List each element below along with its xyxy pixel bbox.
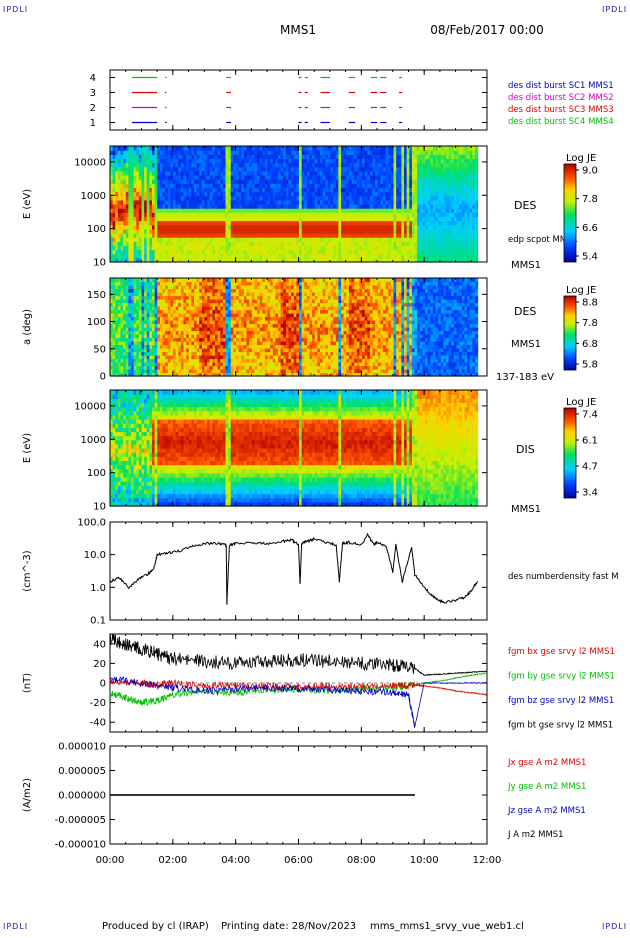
des-energy-colorbar-label: 7.8 [582, 194, 598, 205]
des-energy-cell [475, 200, 478, 205]
des-energy-cell [475, 245, 478, 250]
spacecraft-title: MMS1 [280, 23, 316, 37]
des-energy-colorbar [564, 164, 576, 262]
corner-logo-bottom-right: IPDLI [602, 922, 627, 931]
burst-legend-4: des dist burst SC4 MMS4 [508, 117, 614, 127]
des-energy-cell [475, 241, 478, 246]
des-energy-cell [475, 171, 478, 176]
des-energy-ytick-label: 1000 [81, 191, 106, 202]
des-energy-ylabel: E (eV) [22, 189, 33, 219]
date-title: 08/Feb/2017 00:00 [430, 23, 544, 37]
des-energy-cell [475, 154, 478, 159]
des-energy-cell [475, 150, 478, 155]
burst-legend-3: des dist burst SC3 MMS3 [508, 105, 614, 115]
des-energy-colorbar-title: Log JE [566, 153, 596, 164]
des-energy-instrument-label: DES [514, 199, 536, 212]
des-energy-cell [475, 163, 478, 168]
des-energy-cell [475, 196, 478, 201]
des-energy-cell [475, 175, 478, 180]
des-energy-cell [475, 237, 478, 242]
des-energy-spacecraft-label: MMS1 [511, 260, 541, 271]
des-energy-cell [475, 254, 478, 259]
des-energy-cell [475, 204, 478, 209]
corner-logo-top-right: IPDLI [602, 5, 627, 14]
des-energy-colorbar-label: 5.4 [582, 252, 598, 263]
burst-ytick-label: 4 [90, 73, 96, 84]
burst-ytick-label: 3 [90, 88, 96, 99]
burst-legend-1: des dist burst SC1 MMS1 [508, 81, 614, 91]
des-energy-cell [475, 250, 478, 255]
des-energy-cell [475, 216, 478, 221]
des-energy-cell [475, 146, 478, 151]
des-energy-ytick-label: 10 [93, 258, 106, 269]
des-energy-ytick-label: 10000 [74, 157, 106, 168]
burst-ytick-label: 2 [90, 103, 96, 114]
des-energy-cell [475, 225, 478, 230]
des-energy-cell [475, 192, 478, 197]
des-energy-colorbar-label: 9.0 [582, 166, 598, 177]
des-energy-colorbar-label: 6.6 [582, 223, 598, 234]
des-energy-cell [475, 183, 478, 188]
burst-ytick-label: 1 [90, 118, 96, 129]
burst-frame [110, 70, 487, 130]
des-energy-cell [475, 167, 478, 172]
des-energy-cell [475, 179, 478, 184]
des-energy-heatmap-cells [110, 146, 478, 263]
des-energy-cell [475, 187, 478, 192]
des-energy-cell [475, 233, 478, 238]
des-energy-cell [475, 158, 478, 163]
corner-logo-top-left: IPDLI [3, 5, 28, 14]
des-energy-cell [475, 212, 478, 217]
des-energy-ytick-label: 100 [87, 224, 106, 235]
des-energy-cell [475, 208, 478, 213]
corner-logo-bottom-left: IPDLI [3, 922, 28, 931]
des-energy-cell [475, 229, 478, 234]
burst-legend-2: des dist burst SC2 MMS2 [508, 93, 614, 103]
des-pitch-heatmap-cells [110, 278, 478, 377]
des-energy-cell [475, 221, 478, 226]
